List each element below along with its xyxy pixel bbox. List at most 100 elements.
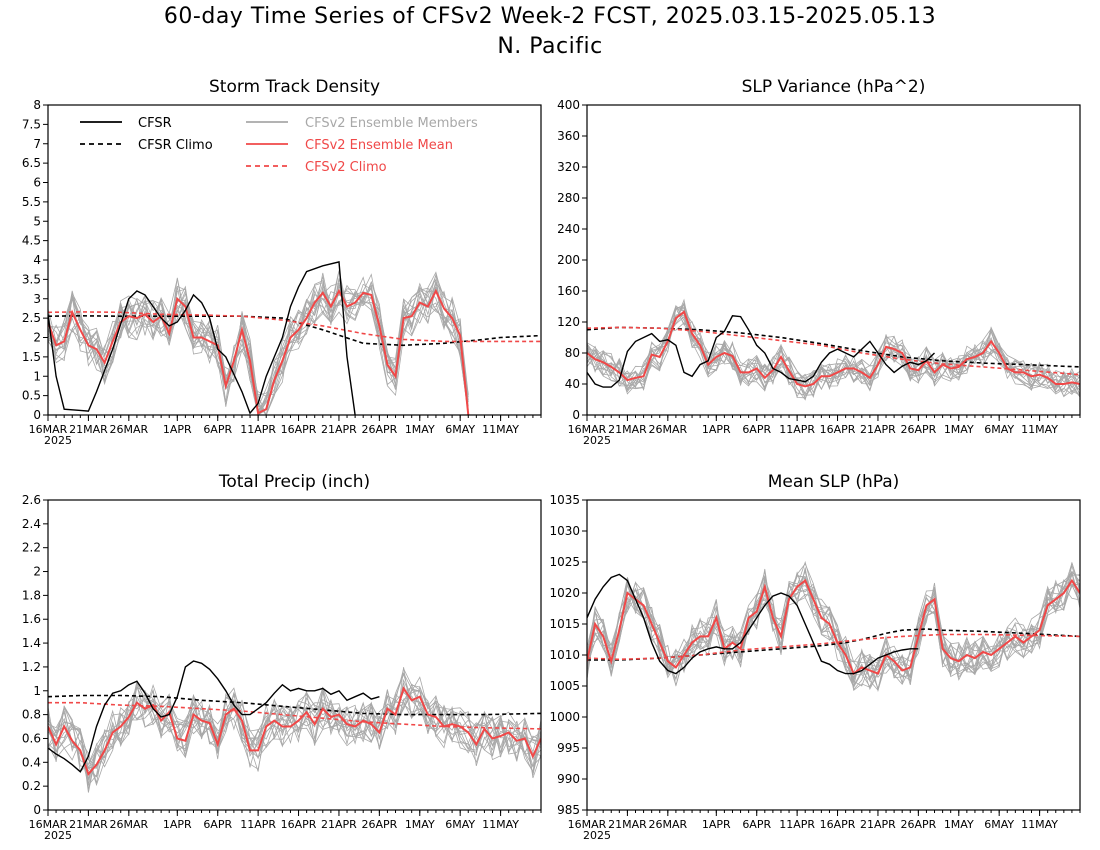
x-tick-label: 1MAY: [405, 818, 435, 831]
y-tick-label: 1025: [549, 555, 580, 569]
x-tick-label: 6MAY: [984, 423, 1014, 436]
legend: CFSR CFSR Climo CFSv2 Ensemble Members CFSv…: [80, 116, 478, 175]
x-tick-label: 16APR: [281, 818, 317, 831]
x-tick-label: 11APR: [779, 818, 815, 831]
y-tick-label: 6.5: [22, 156, 41, 170]
x-tick-label: 21MAR: [608, 423, 647, 436]
y-tick-label: 2.5: [22, 311, 41, 325]
x-tick-label: 6APR: [742, 818, 771, 831]
x-tick-label: 11MAY: [1021, 818, 1058, 831]
x-tick-label: 11MAY: [482, 423, 519, 436]
panel-title: Mean SLP (hPa): [768, 472, 900, 492]
series-cfsr: [587, 315, 935, 388]
y-tick-label: 1.8: [22, 588, 41, 602]
year-label: 2025: [583, 829, 611, 842]
y-tick-label: 7: [33, 137, 41, 151]
y-tick-label: 8: [33, 98, 41, 112]
y-tick-label: 0: [33, 408, 41, 422]
y-tick-label: 1035: [549, 493, 580, 507]
y-tick-label: 280: [557, 191, 580, 205]
y-tick-label: 995: [557, 741, 580, 755]
y-tick-label: 1005: [549, 679, 580, 693]
ensemble-member-line: [48, 691, 541, 790]
panel-title: Storm Track Density: [209, 77, 380, 97]
ensemble-member-line: [587, 316, 1080, 398]
x-tick-label: 21MAR: [608, 818, 647, 831]
y-tick-label: 0.8: [22, 708, 41, 722]
y-tick-label: 1.4: [22, 636, 41, 650]
y-tick-label: 2: [33, 331, 41, 345]
series-cfsv2-ensemble-mean: [587, 578, 1080, 676]
legend-label: CFSv2 Climo: [305, 160, 387, 175]
x-tick-label: 16MAR: [29, 423, 68, 436]
series-cfsr: [48, 660, 380, 773]
y-tick-label: 240: [557, 222, 580, 236]
x-tick-label: 6MAY: [984, 818, 1014, 831]
series-cfsv2-ensemble-mean: [48, 288, 470, 415]
y-tick-label: 0: [33, 803, 41, 817]
plot-frame: [47, 499, 542, 811]
ensemble-member-line: [587, 574, 1080, 679]
x-tick-label: 26MAR: [109, 818, 148, 831]
year-label: 2025: [44, 434, 72, 447]
y-tick-label: 1000: [549, 710, 580, 724]
y-tick-label: 2.2: [22, 541, 41, 555]
panel-1: Storm Track Density 0 0.5 1 1.5 2 2.5 3 3.5 4 4.5 5…: [22, 77, 542, 447]
x-tick-label: 26APR: [900, 423, 936, 436]
y-tick-label: 1015: [549, 617, 580, 631]
x-tick-label: 6APR: [203, 818, 232, 831]
panel-title: Total Precip (inch): [218, 472, 370, 492]
y-tick-label: 1.5: [22, 350, 41, 364]
y-tick-label: 4.5: [22, 234, 41, 248]
y-tick-label: 1010: [549, 648, 580, 662]
legend-label: CFSR Climo: [138, 138, 213, 153]
y-tick-label: 1.2: [22, 660, 41, 674]
x-tick-label: 21APR: [860, 818, 896, 831]
y-tick-label: 3: [33, 292, 41, 306]
x-tick-label: 26MAR: [648, 423, 687, 436]
y-tick-label: 1: [33, 684, 41, 698]
ensemble-members: [48, 667, 541, 793]
x-tick-label: 16APR: [281, 423, 317, 436]
y-tick-label: 1.6: [22, 612, 41, 626]
year-label: 2025: [583, 434, 611, 447]
y-tick-label: 0.4: [22, 755, 41, 769]
x-tick-label: 1APR: [702, 423, 731, 436]
panel-4: Mean SLP (hPa) 985 990 995 1000 1005 1010 1015 1…: [549, 472, 1081, 842]
x-tick-label: 16APR: [820, 423, 856, 436]
panel-title: SLP Variance (hPa^2): [742, 77, 926, 97]
y-tick-label: 80: [565, 346, 580, 360]
y-tick-label: 400: [557, 98, 580, 112]
x-tick-label: 11APR: [240, 423, 276, 436]
y-tick-label: 5.5: [22, 195, 41, 209]
series-cfsv2-climo: [587, 633, 1080, 661]
y-tick-label: 0.6: [22, 731, 41, 745]
y-tick-label: 320: [557, 160, 580, 174]
y-tick-label: 2.6: [22, 493, 41, 507]
x-tick-label: 1MAY: [405, 423, 435, 436]
y-tick-label: 0: [572, 408, 580, 422]
x-tick-label: 1MAY: [944, 818, 974, 831]
year-label: 2025: [44, 829, 72, 842]
series-cfsr: [587, 573, 919, 675]
series-cfsr: [48, 261, 356, 415]
ensemble-members: [48, 270, 469, 415]
x-tick-label: 16MAR: [568, 423, 607, 436]
x-tick-label: 26MAR: [109, 423, 148, 436]
y-tick-label: 1020: [549, 586, 580, 600]
x-tick-label: 6APR: [203, 423, 232, 436]
y-tick-label: 3.5: [22, 272, 41, 286]
y-tick-label: 120: [557, 315, 580, 329]
legend-label: CFSv2 Ensemble Mean: [305, 138, 453, 153]
y-tick-label: 6: [33, 176, 41, 190]
series-cfsv2-climo: [587, 326, 1080, 376]
x-tick-label: 16MAR: [29, 818, 68, 831]
x-tick-label: 1APR: [702, 818, 731, 831]
x-tick-label: 26APR: [900, 818, 936, 831]
x-tick-label: 21MAR: [69, 818, 108, 831]
x-tick-label: 16APR: [820, 818, 856, 831]
y-tick-label: 1: [33, 369, 41, 383]
ensemble-members: [587, 560, 1080, 693]
plot-frame: [586, 104, 1081, 416]
